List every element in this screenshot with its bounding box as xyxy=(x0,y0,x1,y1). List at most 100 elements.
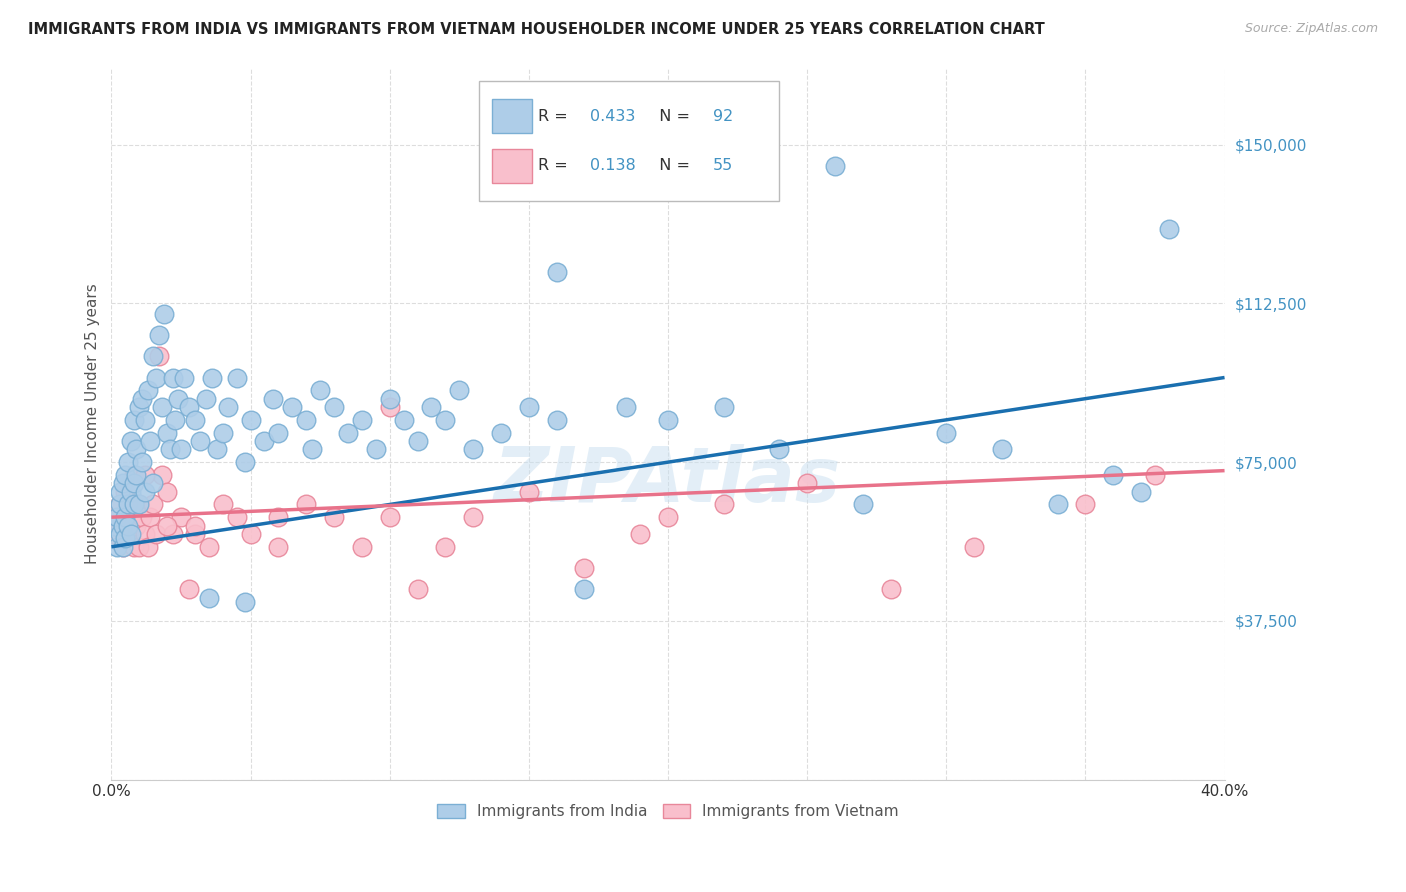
Point xyxy=(253,434,276,448)
Point xyxy=(150,400,173,414)
Point xyxy=(991,442,1014,457)
Point xyxy=(150,467,173,482)
Point xyxy=(614,400,637,414)
Point xyxy=(148,328,170,343)
Point xyxy=(852,498,875,512)
Point xyxy=(1046,498,1069,512)
Point xyxy=(267,540,290,554)
Point xyxy=(463,510,485,524)
Point xyxy=(309,383,332,397)
Point xyxy=(128,498,150,512)
Point xyxy=(198,540,221,554)
Point xyxy=(378,400,401,414)
Point xyxy=(323,510,346,524)
Point xyxy=(713,498,735,512)
Point xyxy=(134,413,156,427)
Point xyxy=(173,370,195,384)
Point xyxy=(179,400,201,414)
Point xyxy=(211,425,233,440)
Point xyxy=(434,413,457,427)
Point xyxy=(120,484,142,499)
Point xyxy=(142,498,165,512)
Point xyxy=(574,582,596,596)
Point xyxy=(179,582,201,596)
Point xyxy=(262,392,284,406)
Point xyxy=(434,540,457,554)
Text: 55: 55 xyxy=(713,159,733,173)
Point xyxy=(105,540,128,554)
Point xyxy=(1143,467,1166,482)
Point xyxy=(1130,484,1153,499)
Point xyxy=(225,370,247,384)
Text: 92: 92 xyxy=(713,109,733,124)
Point xyxy=(378,392,401,406)
Point xyxy=(122,498,145,512)
Text: Source: ZipAtlas.com: Source: ZipAtlas.com xyxy=(1244,22,1378,36)
Point xyxy=(162,527,184,541)
Point xyxy=(239,527,262,541)
Point xyxy=(935,425,957,440)
Point xyxy=(117,527,139,541)
Point xyxy=(449,383,471,397)
Point xyxy=(768,442,790,457)
Point xyxy=(167,392,190,406)
Y-axis label: Householder Income Under 25 years: Householder Income Under 25 years xyxy=(86,284,100,565)
Point xyxy=(364,442,387,457)
Point xyxy=(108,527,131,541)
Point xyxy=(111,540,134,554)
Point xyxy=(225,510,247,524)
Point xyxy=(156,425,179,440)
Point xyxy=(195,392,218,406)
Point xyxy=(546,265,568,279)
Point xyxy=(131,392,153,406)
Point xyxy=(114,484,136,499)
Point xyxy=(517,400,540,414)
Point xyxy=(117,518,139,533)
Point xyxy=(336,425,359,440)
Point xyxy=(295,498,318,512)
Point xyxy=(125,518,148,533)
Point xyxy=(301,442,323,457)
Point xyxy=(111,476,134,491)
Point xyxy=(156,484,179,499)
Point xyxy=(117,498,139,512)
Text: N =: N = xyxy=(650,159,695,173)
Point xyxy=(1074,498,1097,512)
Point xyxy=(190,434,212,448)
Point xyxy=(153,307,176,321)
Point xyxy=(128,540,150,554)
Point xyxy=(546,413,568,427)
Point xyxy=(139,434,162,448)
Text: R =: R = xyxy=(537,159,572,173)
Point xyxy=(117,455,139,469)
Point xyxy=(1102,467,1125,482)
Point xyxy=(131,455,153,469)
Point xyxy=(159,442,181,457)
Point xyxy=(198,591,221,605)
Point xyxy=(105,510,128,524)
Point xyxy=(517,484,540,499)
Point xyxy=(108,498,131,512)
Point xyxy=(114,467,136,482)
Point xyxy=(323,400,346,414)
Text: N =: N = xyxy=(650,109,695,124)
Point xyxy=(489,425,512,440)
Point xyxy=(165,413,187,427)
Point xyxy=(184,413,207,427)
Point xyxy=(267,510,290,524)
Point xyxy=(239,413,262,427)
Point xyxy=(628,527,651,541)
Point xyxy=(406,582,429,596)
Point xyxy=(103,527,125,541)
Point xyxy=(574,561,596,575)
Point xyxy=(103,518,125,533)
Point xyxy=(128,498,150,512)
FancyBboxPatch shape xyxy=(492,149,533,183)
Point xyxy=(211,498,233,512)
Point xyxy=(184,518,207,533)
Point xyxy=(125,467,148,482)
Point xyxy=(713,400,735,414)
Point xyxy=(281,400,304,414)
Point xyxy=(170,510,193,524)
Point xyxy=(879,582,901,596)
